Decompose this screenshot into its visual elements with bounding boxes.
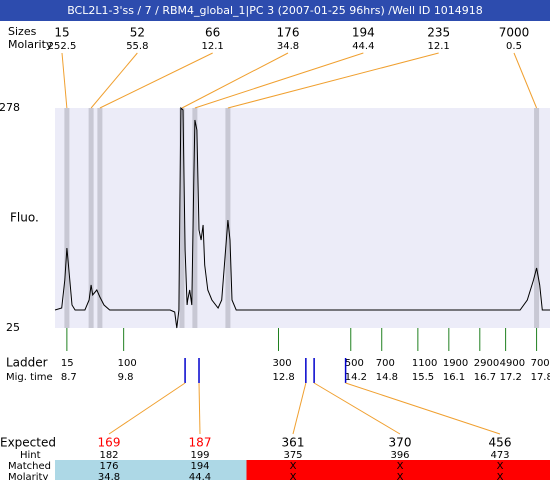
peak-molarity: 12.1 [428, 41, 450, 52]
signal-trace [54, 106, 550, 329]
peak-band [179, 108, 185, 328]
ladder-time: 14.2 [345, 372, 367, 383]
peak-molarity: 44.4 [352, 41, 374, 52]
cell-molarity: X [290, 472, 297, 480]
expected-link [313, 382, 401, 435]
cell-values: 456 [489, 436, 512, 450]
ladder-size: 700 [376, 358, 395, 369]
match-cell [346, 460, 450, 480]
peak-link [227, 52, 439, 109]
peak-molarity: 12.1 [202, 41, 224, 52]
ladder-time: 14.8 [376, 372, 398, 383]
y-tick-label: 25 [6, 321, 20, 334]
ladder-time: 16.1 [443, 372, 465, 383]
expected-link [198, 382, 201, 435]
row-label: Matched [8, 461, 51, 472]
peak-size: 15 [54, 26, 69, 40]
ladder-time: 9.8 [118, 372, 134, 383]
peak-band [97, 108, 103, 328]
cell-values: 370 [389, 436, 412, 450]
cell-molarity: 34.8 [98, 472, 120, 480]
cell-matched: 194 [190, 461, 209, 472]
peak-size: 66 [205, 26, 220, 40]
ladder-size: 4900 [500, 358, 525, 369]
sizes-label: Sizes [8, 25, 37, 38]
ladder-time: 17.2 [500, 372, 522, 383]
cell-hint: 375 [283, 450, 302, 461]
cell-matched: X [290, 461, 297, 472]
peak-size: 235 [427, 26, 450, 40]
cell-hint: 199 [190, 450, 209, 461]
expected-link [292, 382, 307, 435]
peak-molarity: 34.8 [277, 41, 299, 52]
match-cell [154, 460, 247, 480]
row-label: Hint [20, 450, 41, 461]
cell-matched: 176 [99, 461, 118, 472]
peak-band [192, 108, 198, 328]
peak-band [534, 108, 540, 328]
y-tick-label: 278 [0, 101, 20, 114]
ladder-time: 17.8 [531, 372, 550, 383]
ladder-size: 1900 [443, 358, 468, 369]
ladder-size: 100 [118, 358, 137, 369]
cell-molarity: X [497, 472, 504, 480]
ladder-size: 300 [272, 358, 291, 369]
peak-link [194, 52, 364, 109]
cell-molarity: 44.4 [189, 472, 211, 480]
ladder-time: 12.8 [272, 372, 294, 383]
plot-area [55, 108, 550, 328]
peak-size: 176 [277, 26, 300, 40]
peak-size: 52 [130, 26, 145, 40]
window-title: BCL2L1-3'ss / 7 / RBM4_global_1|PC 3 (20… [67, 4, 483, 17]
peak-link [181, 52, 289, 109]
cell-values: 361 [282, 436, 305, 450]
ladder-size: 15 [61, 358, 74, 369]
ladder-size: 1100 [412, 358, 437, 369]
match-cell [450, 460, 550, 480]
ladder-size: 500 [345, 358, 364, 369]
ladder-time: 15.5 [412, 372, 434, 383]
cell-hint: 182 [99, 450, 118, 461]
peak-link [513, 52, 538, 109]
cell-values: 169 [98, 436, 121, 450]
match-cell [55, 460, 155, 480]
cell-matched: X [397, 461, 404, 472]
mig-time-label: Mig. time [6, 372, 53, 383]
ladder-size: 2900 [474, 358, 499, 369]
peak-size: 194 [352, 26, 375, 40]
peak-link [90, 52, 138, 109]
peak-molarity: 252.5 [48, 41, 77, 52]
molarity-label: Molarity [8, 38, 53, 51]
expected-link [108, 382, 186, 435]
peak-band [88, 108, 94, 328]
cell-matched: X [497, 461, 504, 472]
ladder-label: Ladder [6, 356, 48, 370]
row-label: Expected [0, 436, 56, 450]
peak-band [64, 108, 70, 328]
peak-band [225, 108, 231, 328]
cell-hint: 396 [390, 450, 409, 461]
peak-molarity: 55.8 [126, 41, 148, 52]
ladder-time: 8.7 [61, 372, 77, 383]
cell-values: 187 [189, 436, 212, 450]
peak-size: 7000 [499, 26, 530, 40]
row-label: Molarity [8, 472, 48, 480]
expected-link [345, 382, 501, 435]
title-bar [0, 0, 550, 21]
peak-link [61, 52, 68, 109]
y-axis-label: Fluo. [10, 211, 39, 225]
match-cell [246, 460, 347, 480]
ladder-time: 16.7 [474, 372, 496, 383]
cell-hint: 473 [490, 450, 509, 461]
peak-link [99, 52, 213, 109]
cell-molarity: X [397, 472, 404, 480]
ladder-size: 7000 [531, 358, 550, 369]
peak-molarity: 0.5 [506, 41, 522, 52]
